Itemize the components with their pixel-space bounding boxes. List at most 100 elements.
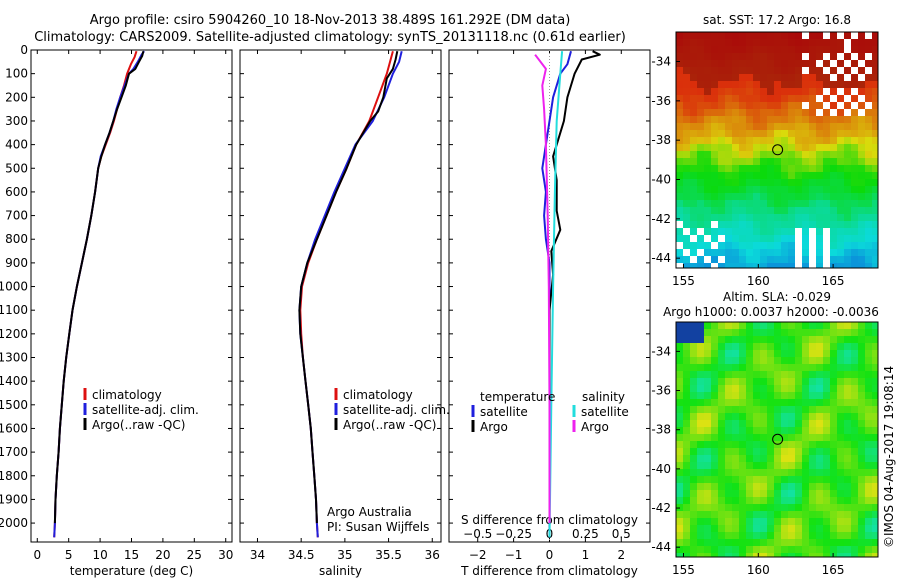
map-cell xyxy=(844,130,851,137)
map-cell xyxy=(858,539,865,546)
map-cell xyxy=(746,256,753,263)
map-cell xyxy=(872,214,878,221)
map-cell xyxy=(732,102,739,109)
map-cell xyxy=(837,256,844,263)
map-cell xyxy=(802,186,809,193)
map-cell xyxy=(781,109,788,116)
map-cell xyxy=(711,413,718,420)
map-cell xyxy=(767,130,774,137)
map-cell xyxy=(837,151,844,158)
map-cell xyxy=(851,172,858,179)
map-cell xyxy=(781,497,788,504)
map-cell xyxy=(774,32,781,39)
map-cell xyxy=(844,39,851,46)
map-cell xyxy=(830,88,837,95)
map-cell xyxy=(683,158,690,165)
map-cell xyxy=(697,455,704,462)
map-cell xyxy=(690,123,697,130)
map-cell xyxy=(809,179,816,186)
map-cell xyxy=(781,336,788,343)
map-cell xyxy=(802,53,809,60)
map-cell xyxy=(830,123,837,130)
map-cell xyxy=(858,350,865,357)
map-cell xyxy=(760,74,767,81)
x-tick-label: 155 xyxy=(672,274,695,288)
map-cell xyxy=(837,539,844,546)
map-cell xyxy=(865,322,872,329)
map-cell xyxy=(683,242,690,249)
map-cell xyxy=(767,532,774,539)
map-cell xyxy=(795,448,802,455)
map-cell xyxy=(718,329,725,336)
map-cell xyxy=(816,144,823,151)
map-cell xyxy=(788,172,795,179)
map-cell xyxy=(844,364,851,371)
map-cell xyxy=(697,511,704,518)
map-cell xyxy=(697,95,704,102)
map-cell xyxy=(690,200,697,207)
map-cell xyxy=(697,249,704,256)
map-cell xyxy=(725,399,732,406)
map-cell xyxy=(816,413,823,420)
map-cell xyxy=(725,329,732,336)
map-cell xyxy=(683,497,690,504)
map-cell xyxy=(676,123,683,130)
map-cell xyxy=(844,546,851,553)
map-cell xyxy=(830,235,837,242)
map-cell xyxy=(816,364,823,371)
map-cell xyxy=(753,144,760,151)
map-cell xyxy=(830,343,837,350)
map-cell xyxy=(872,249,878,256)
map-cell xyxy=(851,350,858,357)
map-cell xyxy=(802,32,809,39)
map-cell xyxy=(746,228,753,235)
map-cell xyxy=(788,336,795,343)
map-cell xyxy=(753,95,760,102)
map-cell xyxy=(676,385,683,392)
map-cell xyxy=(802,511,809,518)
map-cell xyxy=(753,116,760,123)
map-cell xyxy=(830,109,837,116)
map-cell xyxy=(795,88,802,95)
map-cell xyxy=(823,88,830,95)
map-cell xyxy=(872,441,878,448)
map-cell xyxy=(830,462,837,469)
map-cell xyxy=(683,378,690,385)
map-cell xyxy=(872,378,878,385)
map-cell xyxy=(676,553,683,557)
map-cell xyxy=(774,525,781,532)
map-cell xyxy=(774,193,781,200)
map-cell xyxy=(774,81,781,88)
map-cell xyxy=(732,81,739,88)
map-cell xyxy=(683,130,690,137)
map-cell xyxy=(837,532,844,539)
map-cell xyxy=(872,483,878,490)
map-cell xyxy=(788,434,795,441)
map-cell xyxy=(760,469,767,476)
map-cell xyxy=(711,399,718,406)
map-cell xyxy=(718,137,725,144)
map-cell xyxy=(697,102,704,109)
x-tick-label: 34.5 xyxy=(288,548,315,562)
map-cell xyxy=(774,399,781,406)
map-cell xyxy=(767,207,774,214)
map-cell xyxy=(872,504,878,511)
map-cell xyxy=(865,179,872,186)
map-cell xyxy=(767,193,774,200)
map-cell xyxy=(760,67,767,74)
map-cell xyxy=(774,378,781,385)
map-cell xyxy=(788,511,795,518)
map-cell xyxy=(851,207,858,214)
map-cell xyxy=(865,420,872,427)
map-cell xyxy=(746,81,753,88)
map-cell xyxy=(725,144,732,151)
map-cell xyxy=(690,193,697,200)
map-cell xyxy=(767,343,774,350)
map-cell xyxy=(809,413,816,420)
map-cell xyxy=(718,158,725,165)
map-cell xyxy=(788,427,795,434)
map-cell xyxy=(795,371,802,378)
map-cell xyxy=(732,357,739,364)
y-tick-label: -44 xyxy=(651,251,671,265)
